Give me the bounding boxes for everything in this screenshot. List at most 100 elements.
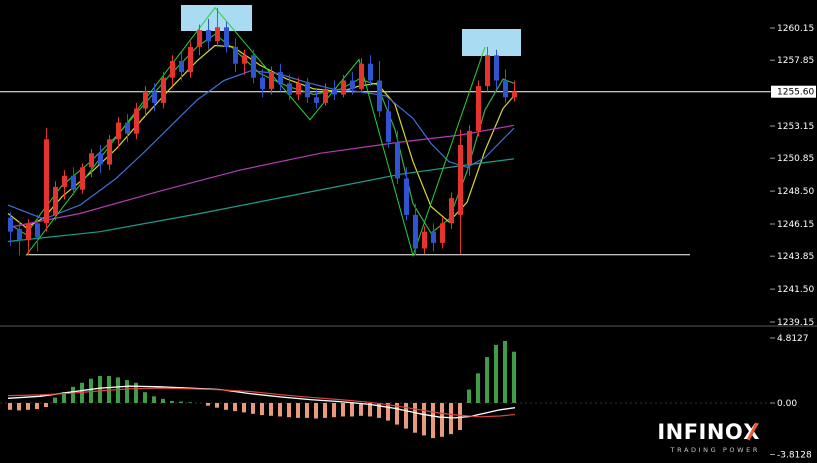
candle-body [161,77,166,103]
macd-bar [332,403,336,418]
current-price-label: 1255.60 [777,88,814,98]
candle-body [107,139,112,165]
axis-label: 1239.15 [777,318,814,328]
macd-bar [179,401,183,403]
highlight-boxes [181,5,521,56]
candle-body [80,167,85,190]
macd-bar [71,386,75,403]
macd-bar [458,403,462,430]
axis-label: 1243.85 [777,252,814,262]
macd-bar [395,403,399,425]
macd-histogram [8,340,516,439]
axis-label: 1248.50 [777,187,814,197]
candle-body [485,55,490,87]
macd-bar [143,392,147,403]
candle-body [62,175,67,187]
macd-bar [44,403,48,408]
axis-label: 1257.85 [777,56,814,66]
macd-bar [170,401,174,403]
candle-body [98,153,103,165]
axis-label: 1250.85 [777,154,814,164]
ma-lines [7,33,515,243]
macd-bar [161,398,165,403]
candle-body [323,88,328,103]
infinox-logo: INFINOX TRADING POWER [657,419,760,454]
candle-body [116,122,121,140]
macd-bar [476,373,480,403]
macd-bar [314,403,318,419]
macd-bar [62,392,66,403]
macd-bar [8,403,12,410]
macd-axis-label: -3.8128 [777,451,812,461]
macd-bar [152,396,156,404]
macd-bar [467,389,471,403]
macd-bar [125,380,129,403]
macd-bar [17,403,21,411]
macd-bar [98,376,102,403]
macd-bar [287,403,291,418]
macd-bar [233,403,237,412]
macd-signal-line [7,387,516,418]
candle-body [314,97,319,103]
candle-body [215,27,220,42]
macd-bar [413,403,417,433]
macd-bar [494,344,498,403]
axis-label: 1260.15 [777,24,814,34]
macd-bar [386,403,390,421]
macd-main-line [7,385,516,419]
ma-blue [7,70,515,220]
candle-body [71,175,76,190]
macd-bar [80,382,84,404]
macd-bar [260,403,264,416]
price-axis[interactable]: 1260.15 1257.85 1255.60 1253.15 1250.85 1248.… [770,24,816,328]
macd-bar [449,403,453,435]
candle-body [422,231,427,249]
macd-bar [404,403,408,429]
macd-axis-label: 4.8127 [777,334,809,344]
macd-bar [422,403,426,436]
macd-bar [26,403,30,410]
candle-body [512,91,517,98]
macd-bar [485,357,489,403]
candle-body [440,223,445,243]
macd-bar [107,376,111,403]
ma-magenta [7,124,515,229]
brand-x-icon: X [743,419,760,444]
candle-body [53,186,58,215]
candle-body [395,142,400,179]
macd-bar [188,402,192,403]
candles-layer [8,7,517,256]
macd-bar [251,403,255,414]
macd-bar [296,403,300,418]
macd-axis[interactable]: 4.8127 0.00 -3.8128 [770,334,812,461]
candle-body [233,46,238,64]
candle-body [359,63,364,89]
candle-body [260,77,265,89]
axis-label: 1241.50 [777,285,814,295]
candle-body [26,223,31,241]
candle-body [467,130,472,165]
macd-bar [512,351,516,403]
candle-body [341,80,346,95]
candle-body [458,144,463,215]
macd-bar [215,403,219,408]
candle-body [224,27,229,47]
macd-bar [305,403,309,418]
candle-body [44,139,49,224]
macd-axis-label: 0.00 [777,399,797,409]
highlight-box [462,29,521,56]
macd-bar [242,403,246,413]
candle-body [170,60,175,78]
candle-body [476,86,481,131]
candle-body [305,83,310,98]
macd-bar [35,403,39,410]
candle-body [494,55,499,81]
candle-body [152,91,157,103]
macd-bar [350,403,354,417]
candle-body [287,83,292,95]
macd-bar [323,403,327,418]
macd-bar [368,403,372,417]
candle-body [8,217,13,232]
